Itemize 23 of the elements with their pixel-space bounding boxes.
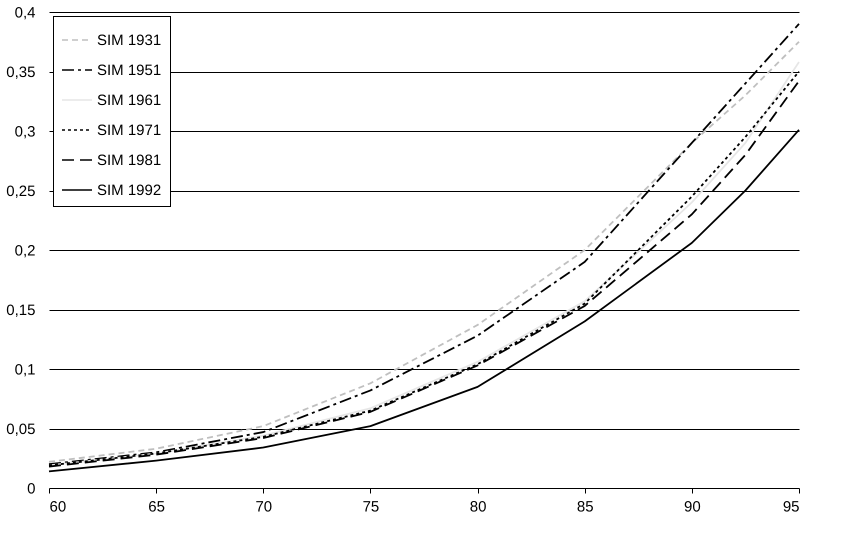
x-tick-label: 80 (470, 498, 486, 516)
legend-label: SIM 1971 (97, 122, 162, 139)
y-tick-label: 0,2 (14, 242, 36, 260)
legend-label: SIM 1981 (97, 152, 162, 169)
x-tick-label: 60 (50, 498, 66, 516)
y-tick-label: 0,3 (14, 124, 36, 140)
y-tick-label: 0 (27, 480, 36, 498)
x-tick-label: 70 (255, 498, 272, 516)
y-tick-label: 0,4 (14, 4, 36, 22)
y-tick-label: 0,1 (14, 362, 36, 378)
y-tick-label: 0,15 (6, 302, 36, 319)
y-tick-label: 0,05 (6, 421, 36, 438)
legend-label: SIM 1951 (97, 62, 162, 79)
x-tick-label: 85 (576, 498, 594, 516)
legend-label: SIM 1931 (97, 32, 162, 49)
y-tick-label: 0,25 (6, 183, 36, 200)
x-tick-label: 95 (782, 498, 800, 516)
x-tick-label: 65 (148, 498, 165, 516)
y-tick-label: 0,35 (6, 64, 36, 81)
legend-label: SIM 1961 (97, 92, 162, 109)
legend-label: SIM 1992 (97, 182, 162, 199)
x-tick-label: 90 (684, 498, 701, 516)
x-tick-label: 75 (362, 498, 380, 516)
